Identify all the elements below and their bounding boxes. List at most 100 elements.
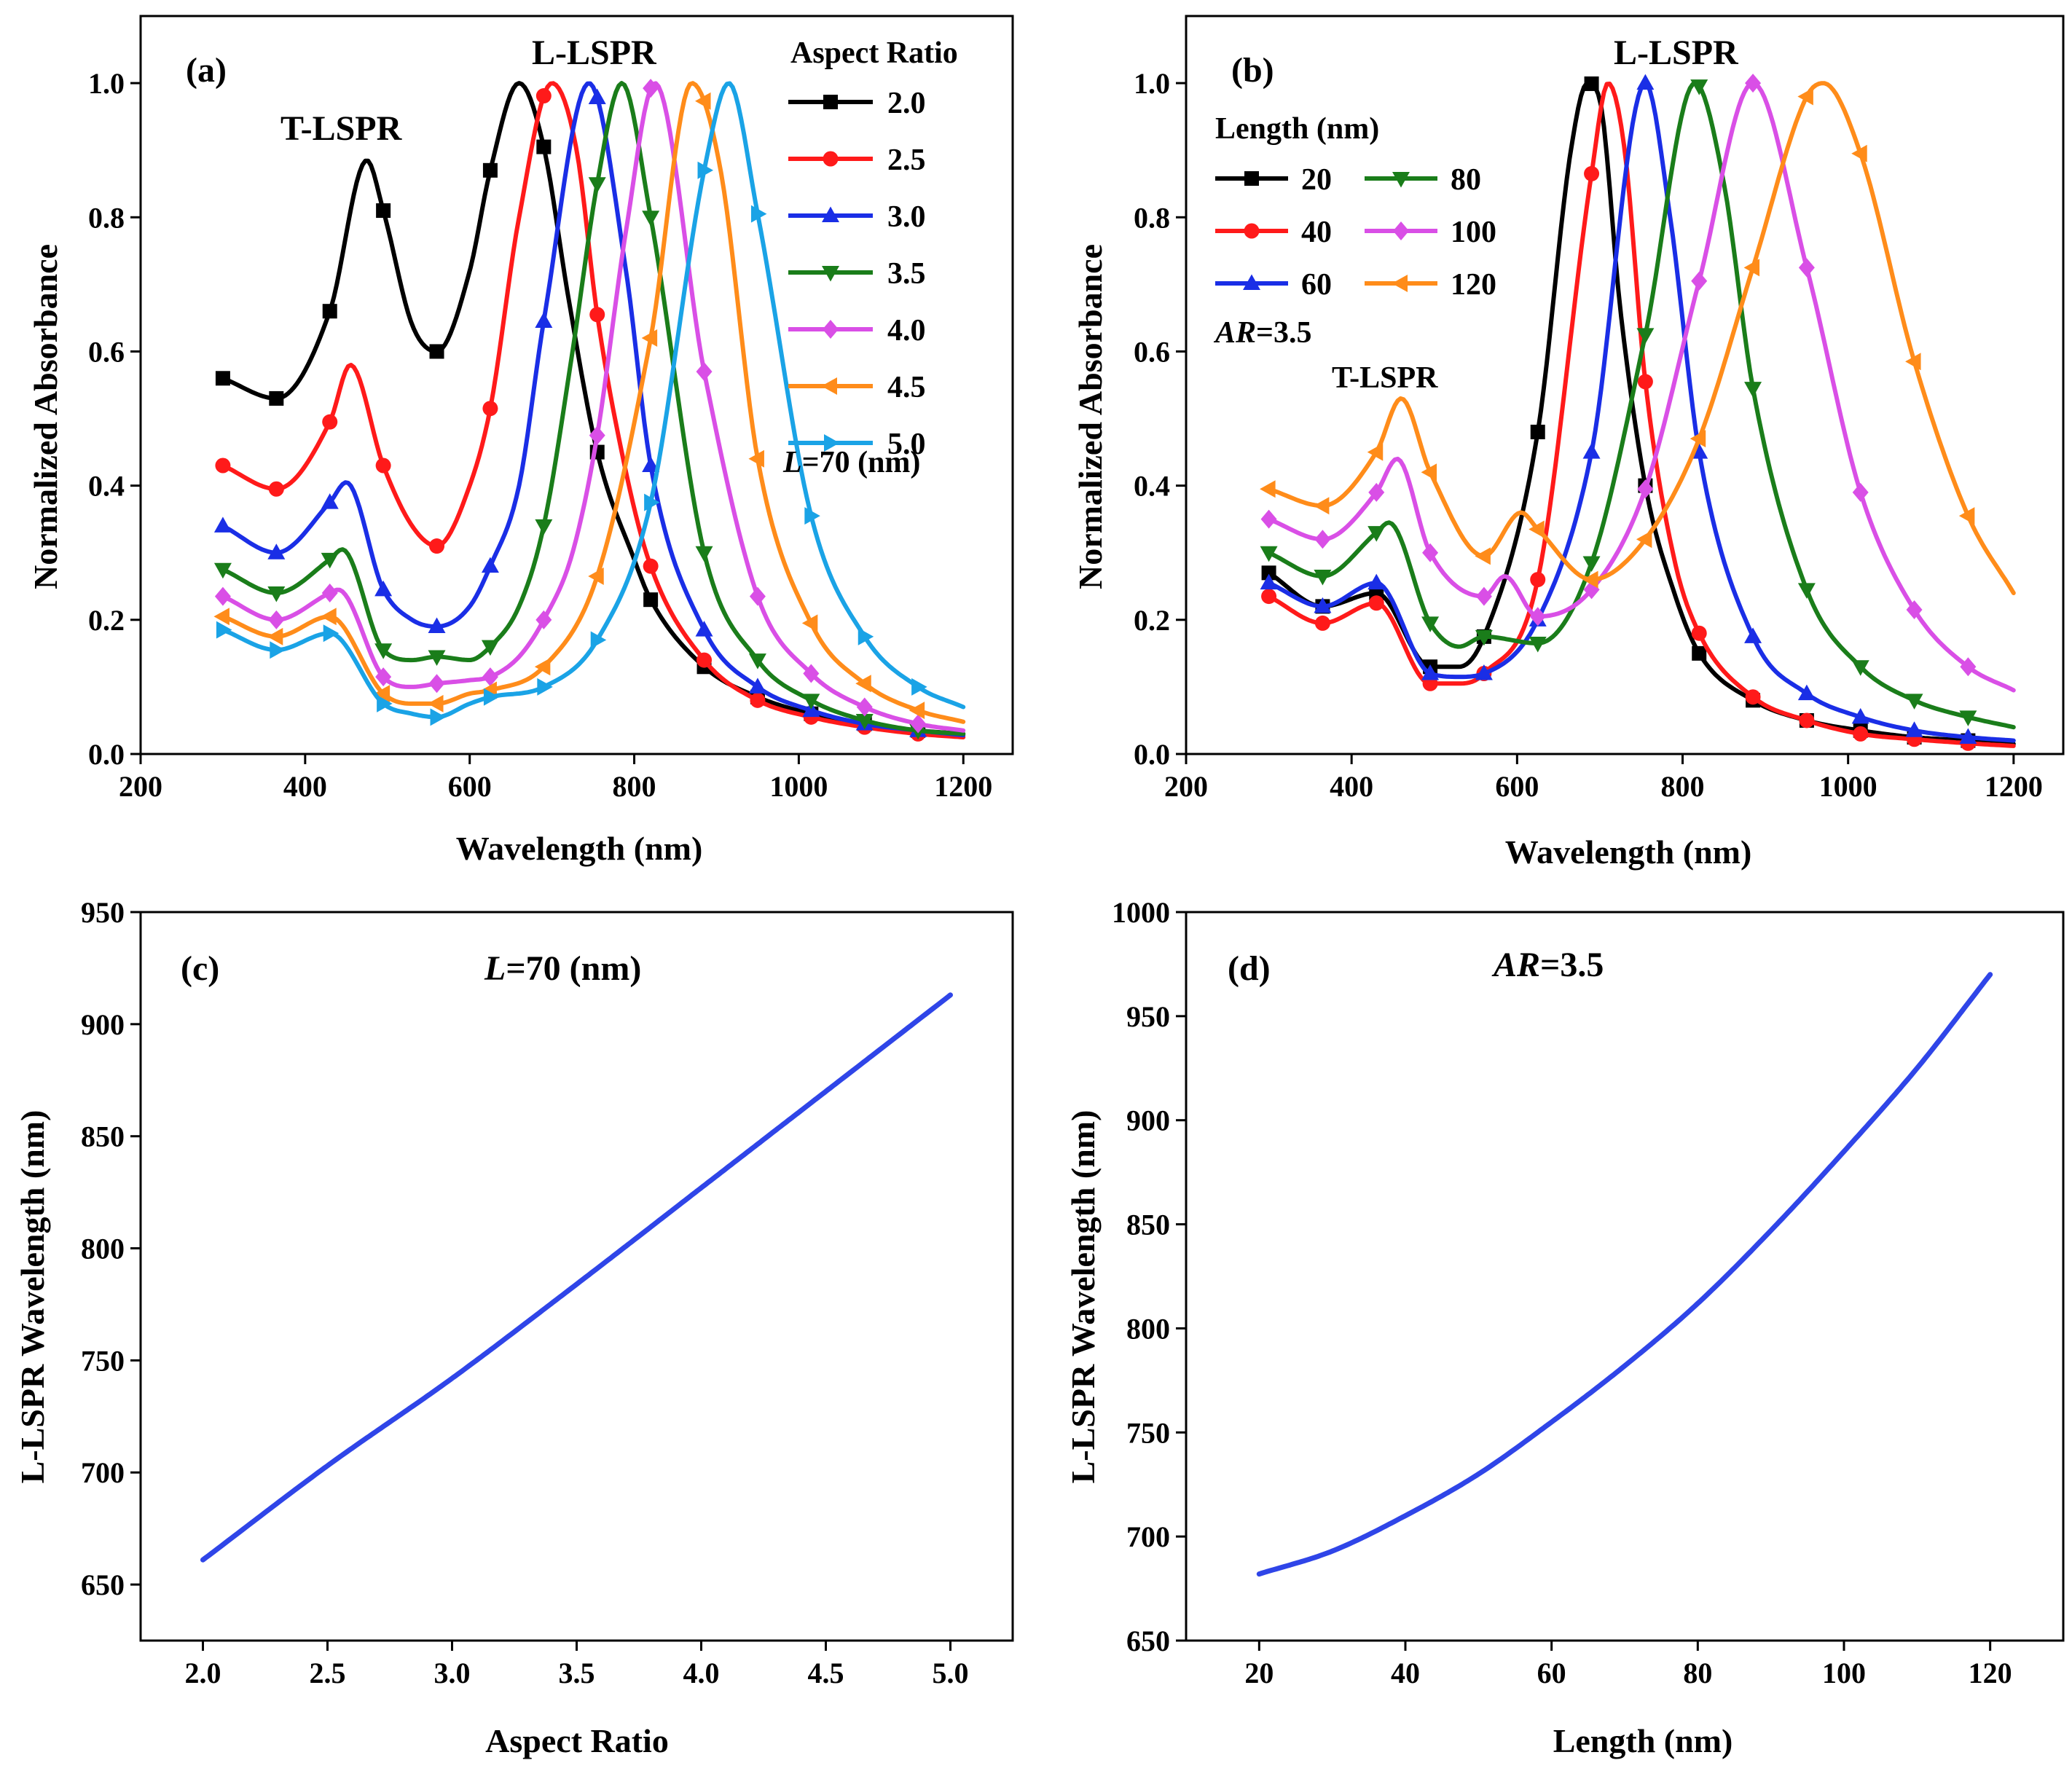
panel-a-series-3.5-point	[481, 640, 499, 656]
panel-a-series-4.0-point	[910, 714, 927, 734]
panel-a-series-4.5-point	[428, 694, 444, 712]
panel-b-series-60-line	[1266, 81, 2016, 743]
panel-a-series-3.0-point	[213, 517, 232, 533]
panel-b-legend-marker-120	[1392, 275, 1408, 292]
panel-c-x-tick-label: 5.0	[933, 1657, 969, 1689]
panel-b-legend-marker-80	[1392, 172, 1410, 188]
panel-b-series-60-point	[1636, 74, 1655, 90]
panel-a-llspr-label: L-LSPR	[532, 34, 657, 72]
panel-b-series-40-point	[1530, 572, 1546, 588]
panel-b-series-120-point	[1905, 353, 1921, 371]
panel-d-axes-frame	[1185, 911, 2065, 1642]
panel-d-condition-value: =3.5	[1540, 946, 1604, 984]
panel-a-x-tick-label: 1000	[769, 770, 828, 803]
panel-b-legend-entry-40: 40	[1301, 216, 1332, 249]
panel-c-x-tick-label: 4.5	[808, 1657, 844, 1689]
panel-b-series-80-point	[1905, 694, 1923, 710]
panel-b-series-20-point	[1530, 424, 1545, 439]
panel-b-x-axis-label: Wavelength (nm)	[1505, 833, 1752, 871]
panel-a-series-3.5-point	[321, 552, 339, 569]
panel-a: 200 400 600 800 1000 1200 0.0 0.2 0.4 0.6 0.8 1.0 (…	[27, 15, 1014, 867]
panel-b-series-120-point	[1475, 547, 1491, 565]
panel-a-series-4.5-point	[695, 92, 711, 110]
panel-b-x-tick-label: 1000	[1819, 770, 1877, 803]
panel-a-series-3.5-line	[220, 81, 966, 737]
panel-a-series-3.0-point	[374, 580, 393, 597]
panel-c: 2.0 2.5 3.0 3.5 4.0 4.5 5.0 650 700 750 800 850 900 9…	[14, 896, 1014, 1759]
panel-c-x-tick-label: 3.0	[434, 1657, 471, 1689]
panel-d-y-tick-label: 900	[1126, 1104, 1170, 1137]
panel-a-condition-note: L=70 (nm)	[782, 446, 920, 479]
panel-b-series-120-point	[1636, 530, 1652, 549]
panel-a-series-4.0-point	[749, 586, 766, 606]
panel-a-series-4.5-point	[267, 627, 283, 645]
panel-b-series-100-point	[1368, 482, 1385, 502]
panel-c-condition-note: L=70 (nm)	[484, 949, 641, 988]
panel-b-series-120-point	[1529, 520, 1545, 538]
panel-a-x-tick-label: 1200	[934, 770, 992, 803]
panel-b-condition-note: AR=3.5	[1213, 316, 1311, 350]
panel-a-legend-marker-3.5	[822, 266, 839, 282]
panel-a-series-2.5-point	[322, 414, 338, 430]
panel-a-series-5.0-point	[804, 507, 820, 525]
panel-a-series-3.0-point	[267, 543, 286, 559]
panel-b-series-120-point	[1851, 144, 1867, 162]
panel-b-series-120-point	[1797, 87, 1813, 106]
panel-b-legend: 20 40 60 80 100 120	[1215, 163, 1496, 302]
panel-a-series-4.5-point	[588, 567, 604, 585]
panel-a-series-3.5-point	[267, 586, 286, 602]
panel-b-series-120-point	[1313, 497, 1330, 515]
panel-b-series-80-line	[1266, 81, 2016, 730]
panel-a-series-3.0-line	[220, 81, 966, 738]
panel-a-x-tick-label: 800	[613, 770, 656, 803]
panel-d-plot-area: 20 40 60 80 100 120 650 700 750 800 850 900 950 1000	[1112, 896, 2065, 1689]
panel-a-series-3.0-point	[588, 88, 606, 104]
panel-a-y-axis-label: Normalized Absorbance	[27, 244, 64, 589]
panel-d-y-tick-label: 750	[1126, 1416, 1170, 1449]
panel-a-x-tick-label: 600	[448, 770, 492, 803]
panel-a-legend-entry-4.5: 4.5	[887, 371, 926, 404]
panel-b-y-tick-label: 0.0	[1134, 738, 1170, 771]
panel-b-series-120-point	[1582, 570, 1598, 589]
panel-a-legend-entry-3.5: 3.5	[887, 257, 926, 291]
panel-a-series-2.5-point	[215, 457, 231, 474]
panel-b-series-60-point	[1260, 573, 1278, 590]
panel-b-series-100-point	[1906, 600, 1923, 620]
panel-a-series-4.5-point	[641, 329, 658, 347]
panel-a-series-4.5-point	[909, 702, 925, 720]
panel-b-x-tick-label: 200	[1164, 770, 1208, 803]
panel-a-series-2.0-point	[215, 371, 230, 386]
panel-d-label: (d)	[1228, 949, 1271, 988]
panel-b: 200 400 600 800 1000 1200 0.0 0.2 0.4 0.6 0.8 1.0 (…	[1072, 15, 2065, 871]
panel-c-condition-var: L	[484, 949, 506, 988]
panel-a-y-tick-label: 0.0	[88, 738, 125, 771]
panel-a-series-5.0-point	[590, 631, 607, 649]
panel-a-series-4.5-line	[220, 81, 966, 724]
panel-a-series-4.5-point	[213, 608, 229, 626]
panel-a-tlspr-label: T-LSPR	[280, 109, 403, 148]
panel-b-series-100-point	[1260, 509, 1277, 529]
panel-a-series-4.0-point	[589, 425, 605, 445]
panel-a-series-2.5-point	[482, 401, 498, 417]
panel-b-series-120-point	[1743, 259, 1760, 277]
panel-a-legend-marker-2.0	[823, 95, 838, 109]
panel-a-series-2.5-point	[750, 692, 766, 708]
panel-b-series-80-point	[1529, 637, 1547, 653]
panel-b-x-tick-label: 800	[1661, 770, 1705, 803]
panel-b-series-80-point	[1636, 328, 1655, 344]
panel-b-series-20-point	[1584, 76, 1599, 91]
panel-a-series-4.0-point	[856, 697, 873, 717]
panel-d-y-tick-label: 850	[1126, 1209, 1170, 1241]
panel-b-series-40-point	[1799, 712, 1815, 729]
panel-a-legend-marker-3.0	[822, 206, 839, 222]
panel-a-legend-title: Aspect Ratio	[790, 36, 958, 70]
panel-a-series-4.5-point	[534, 658, 551, 676]
panel-b-legend-entry-20: 20	[1301, 163, 1332, 197]
panel-c-y-tick-label: 700	[81, 1456, 125, 1489]
panel-a-series-3.5-point	[748, 653, 766, 669]
panel-b-series-80-point	[1851, 660, 1869, 676]
panel-b-condition-value: =3.5	[1256, 316, 1311, 350]
panel-b-series-40-point	[1314, 615, 1330, 631]
panel-d-x-tick-label: 20	[1244, 1657, 1274, 1689]
panel-b-series-120-point	[1260, 480, 1276, 498]
